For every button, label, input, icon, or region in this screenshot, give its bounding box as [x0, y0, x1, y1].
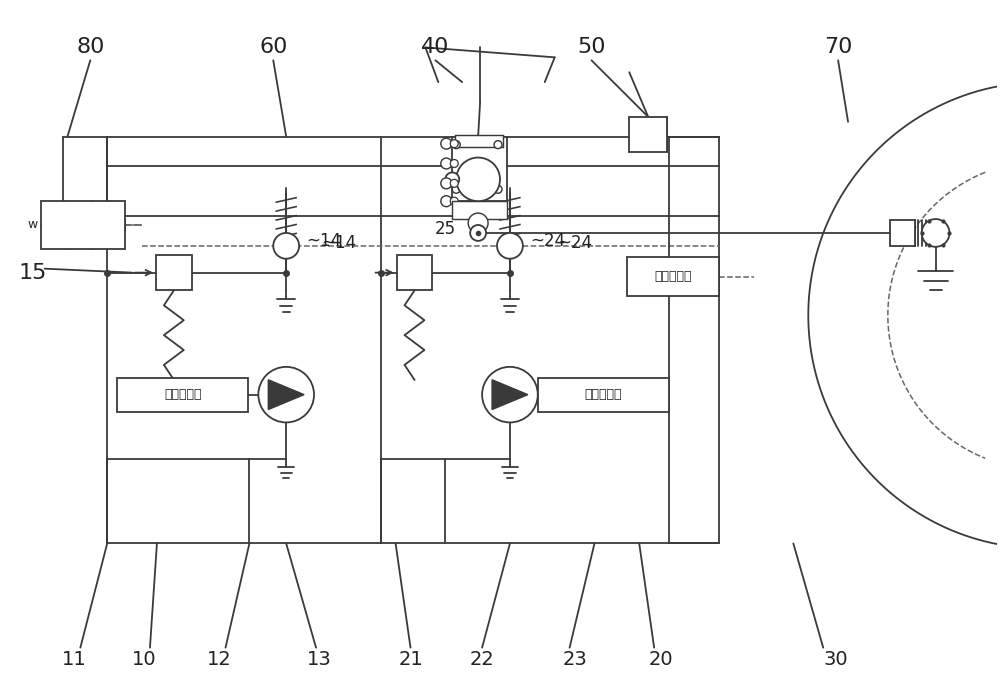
Text: 60: 60 — [259, 37, 287, 57]
Text: 50: 50 — [577, 37, 606, 57]
Text: 上车发动机: 上车发动机 — [585, 388, 622, 401]
Circle shape — [273, 233, 299, 259]
Text: ~24: ~24 — [530, 232, 565, 250]
Circle shape — [482, 367, 538, 422]
Text: 12: 12 — [207, 650, 232, 669]
Circle shape — [450, 140, 458, 148]
Bar — [890, 220, 915, 246]
Text: 20: 20 — [649, 650, 673, 669]
Polygon shape — [492, 380, 528, 410]
Bar — [397, 255, 432, 290]
Circle shape — [450, 160, 458, 167]
Text: 80: 80 — [76, 37, 104, 57]
Text: 10: 10 — [132, 650, 156, 669]
Text: 23: 23 — [562, 650, 587, 669]
Bar — [41, 201, 125, 248]
Text: 15: 15 — [18, 262, 47, 283]
Circle shape — [456, 158, 500, 201]
Text: ~14: ~14 — [306, 232, 342, 250]
Text: 70: 70 — [824, 37, 852, 57]
Polygon shape — [268, 380, 304, 410]
Circle shape — [494, 141, 502, 148]
Text: 11: 11 — [62, 650, 87, 669]
Circle shape — [494, 186, 502, 193]
Circle shape — [922, 219, 949, 247]
Text: 40: 40 — [421, 37, 450, 57]
Circle shape — [258, 367, 314, 422]
Circle shape — [497, 233, 523, 259]
Bar — [627, 257, 719, 296]
Bar — [452, 136, 507, 201]
Circle shape — [468, 213, 488, 233]
Bar — [538, 378, 669, 412]
Circle shape — [450, 197, 458, 205]
Text: w: w — [27, 218, 38, 232]
Circle shape — [441, 196, 452, 206]
Text: ~24: ~24 — [557, 234, 592, 252]
Bar — [452, 201, 507, 219]
Bar — [117, 378, 248, 412]
Circle shape — [452, 186, 460, 193]
Circle shape — [441, 138, 452, 149]
Bar — [455, 134, 503, 146]
Bar — [629, 117, 667, 152]
Circle shape — [441, 158, 452, 169]
Text: 25: 25 — [435, 220, 456, 238]
Circle shape — [445, 172, 459, 186]
Text: 车辆控制器: 车辆控制器 — [654, 270, 692, 283]
Text: 下车发动机: 下车发动机 — [164, 388, 202, 401]
Circle shape — [470, 225, 486, 241]
Circle shape — [450, 179, 458, 188]
Text: 30: 30 — [824, 650, 848, 669]
Text: ~14: ~14 — [321, 234, 356, 252]
Circle shape — [441, 178, 452, 189]
Bar — [156, 255, 192, 290]
Text: 13: 13 — [307, 650, 331, 669]
Text: 21: 21 — [398, 650, 423, 669]
Circle shape — [452, 141, 460, 148]
Text: 22: 22 — [470, 650, 494, 669]
